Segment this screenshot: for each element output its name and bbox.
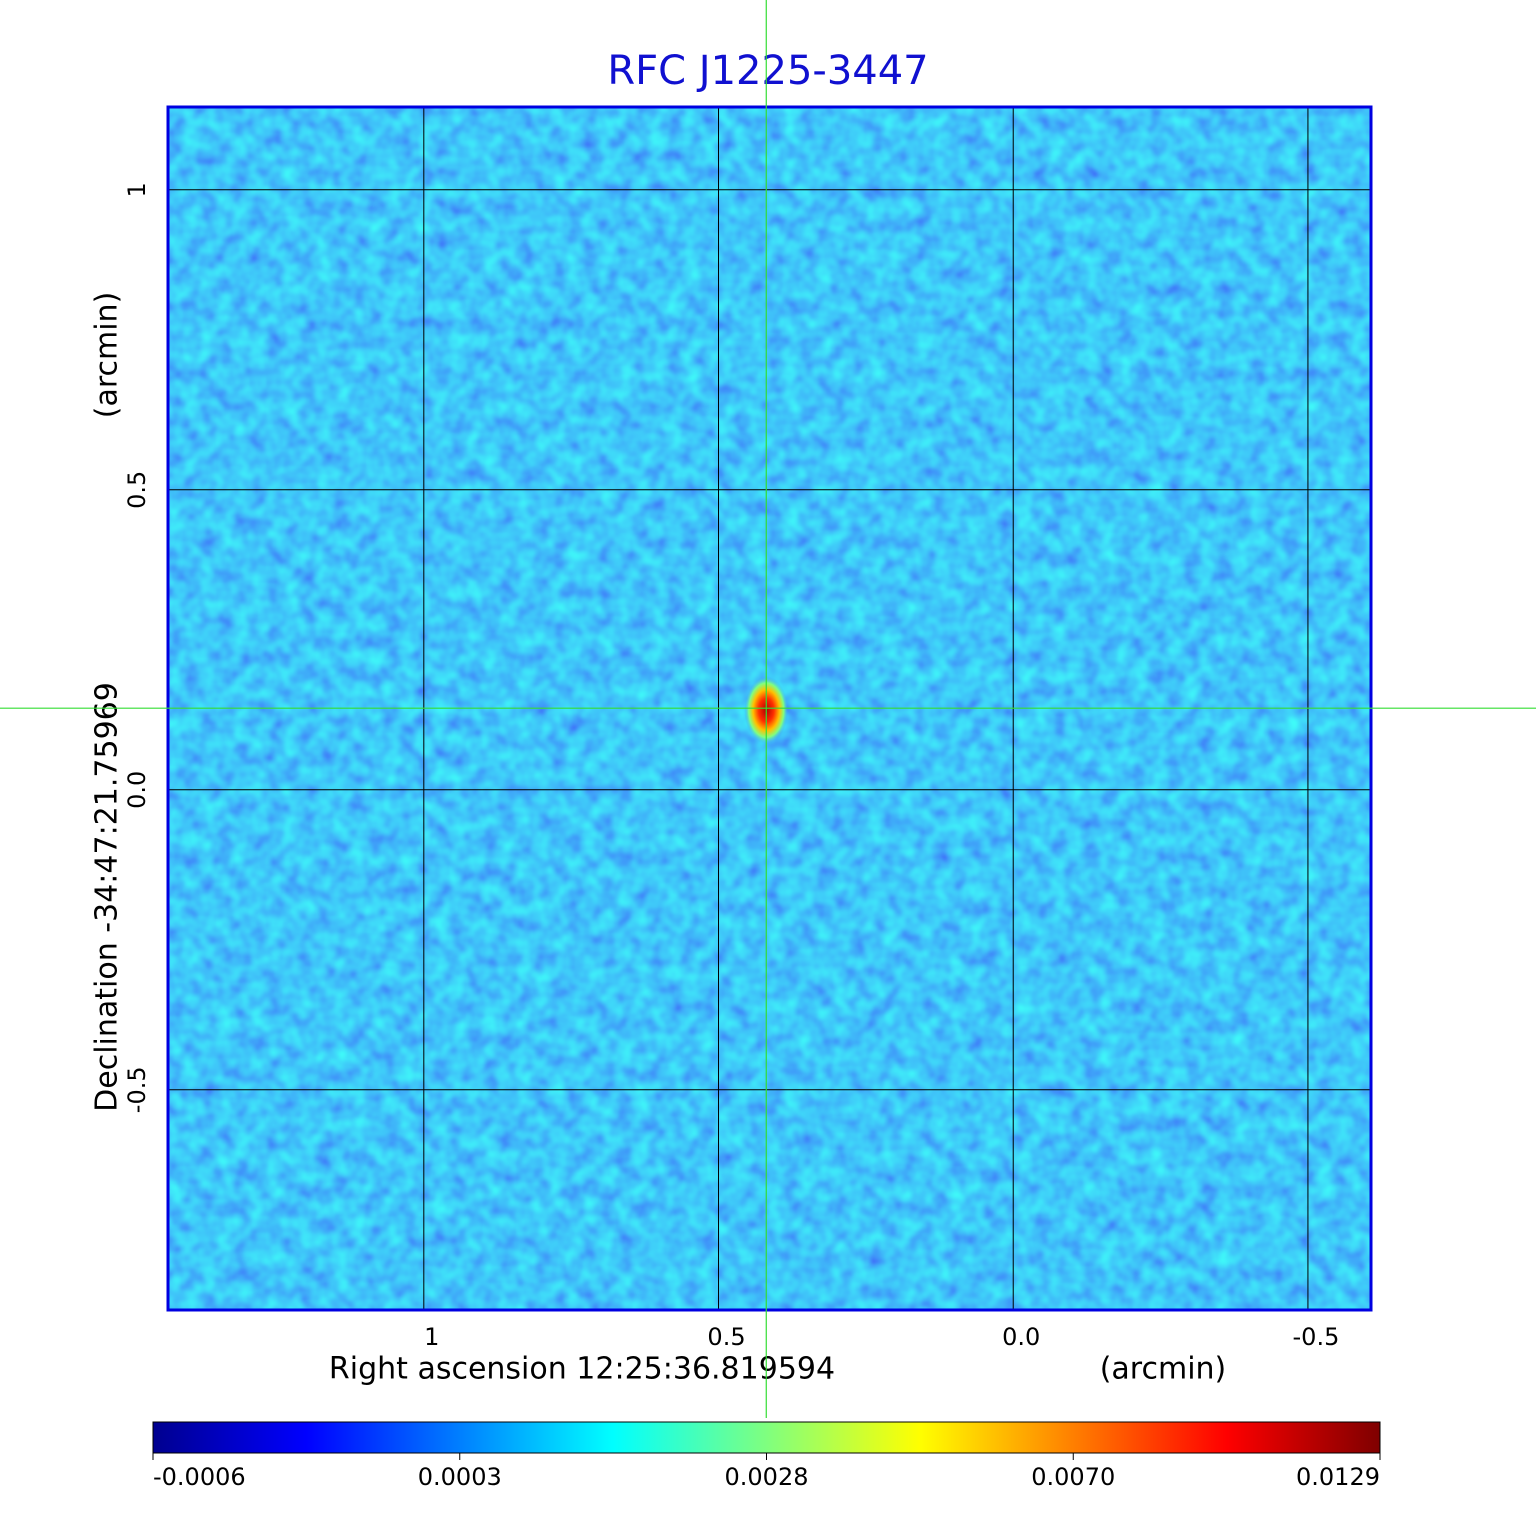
colorbar-tick-label: 0.0028	[725, 1463, 809, 1491]
x-tick-label: 0.0	[1002, 1323, 1040, 1351]
y-axis-unit: (arcmin)	[90, 292, 125, 419]
chart-title: RFC J1225-3447	[607, 48, 928, 94]
colorbar	[152, 1421, 1381, 1454]
x-axis-unit: (arcmin)	[1100, 1352, 1227, 1387]
y-tick-label: 0.5	[123, 471, 151, 509]
y-tick-label: 0.0	[123, 771, 151, 809]
colorbar-tick-label: 0.0129	[1296, 1463, 1380, 1491]
x-axis-label: Right ascension 12:25:36.819594	[329, 1352, 835, 1387]
x-tick-label: 1	[424, 1323, 439, 1351]
colorbar-tick-label: 0.0070	[1031, 1463, 1115, 1491]
colorbar-tick-label: 0.0003	[418, 1463, 502, 1491]
y-axis-label: Declination -34:47:21.75969	[90, 682, 125, 1112]
x-tick-label: 0.5	[707, 1323, 745, 1351]
y-tick-label: -0.5	[123, 1066, 151, 1113]
x-tick-label: -0.5	[1293, 1323, 1340, 1351]
y-tick-label: 1	[123, 182, 151, 197]
colorbar-tick-label: -0.0006	[153, 1463, 246, 1491]
